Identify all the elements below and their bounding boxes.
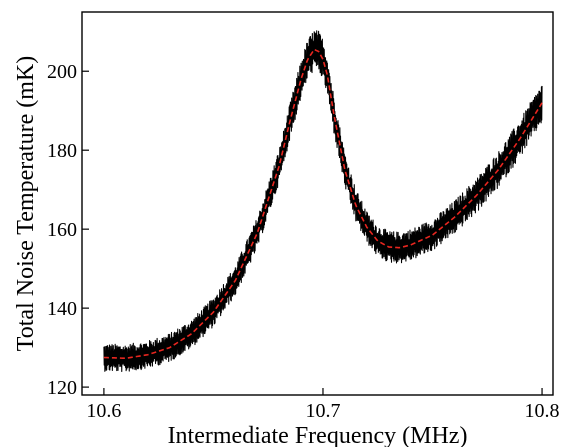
y-tick-label: 120 <box>47 377 77 399</box>
fit-curve <box>103 48 543 360</box>
y-tick-label: 160 <box>47 219 77 241</box>
x-axis-label: Intermediate Frequency (MHz) <box>168 423 468 447</box>
y-axis-ticks: 120 140 160 180 200 <box>47 61 89 399</box>
plot-frame <box>81 11 554 396</box>
measured-noise-band <box>103 30 543 373</box>
fit-curve-layer <box>103 48 543 360</box>
x-tick-label: 10.8 <box>525 400 560 422</box>
x-axis-ticks: 10.6 10.7 10.8 <box>86 388 560 422</box>
y-tick-label: 180 <box>47 140 77 162</box>
measured-band-layer <box>103 30 543 373</box>
y-tick-label: 140 <box>47 298 77 320</box>
y-tick-label: 200 <box>47 61 77 83</box>
x-tick-label: 10.6 <box>86 400 121 422</box>
x-tick-label: 10.7 <box>305 400 340 422</box>
y-axis-label: Total Noise Temperature (mK) <box>13 56 39 351</box>
